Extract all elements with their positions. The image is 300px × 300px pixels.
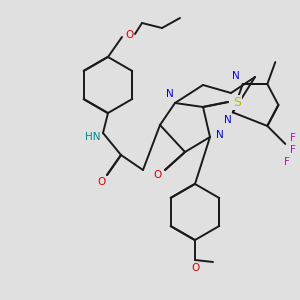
Text: F: F <box>284 157 290 167</box>
Text: N: N <box>224 116 232 125</box>
Text: O: O <box>154 170 162 180</box>
Text: N: N <box>166 89 174 99</box>
Text: F: F <box>290 145 296 155</box>
Text: N: N <box>232 71 240 81</box>
Text: O: O <box>191 263 199 273</box>
Text: O: O <box>97 177 105 187</box>
Text: N: N <box>216 130 224 140</box>
Text: O: O <box>125 30 133 40</box>
Text: HN: HN <box>85 132 101 142</box>
Text: S: S <box>233 95 241 109</box>
Text: F: F <box>290 133 296 143</box>
